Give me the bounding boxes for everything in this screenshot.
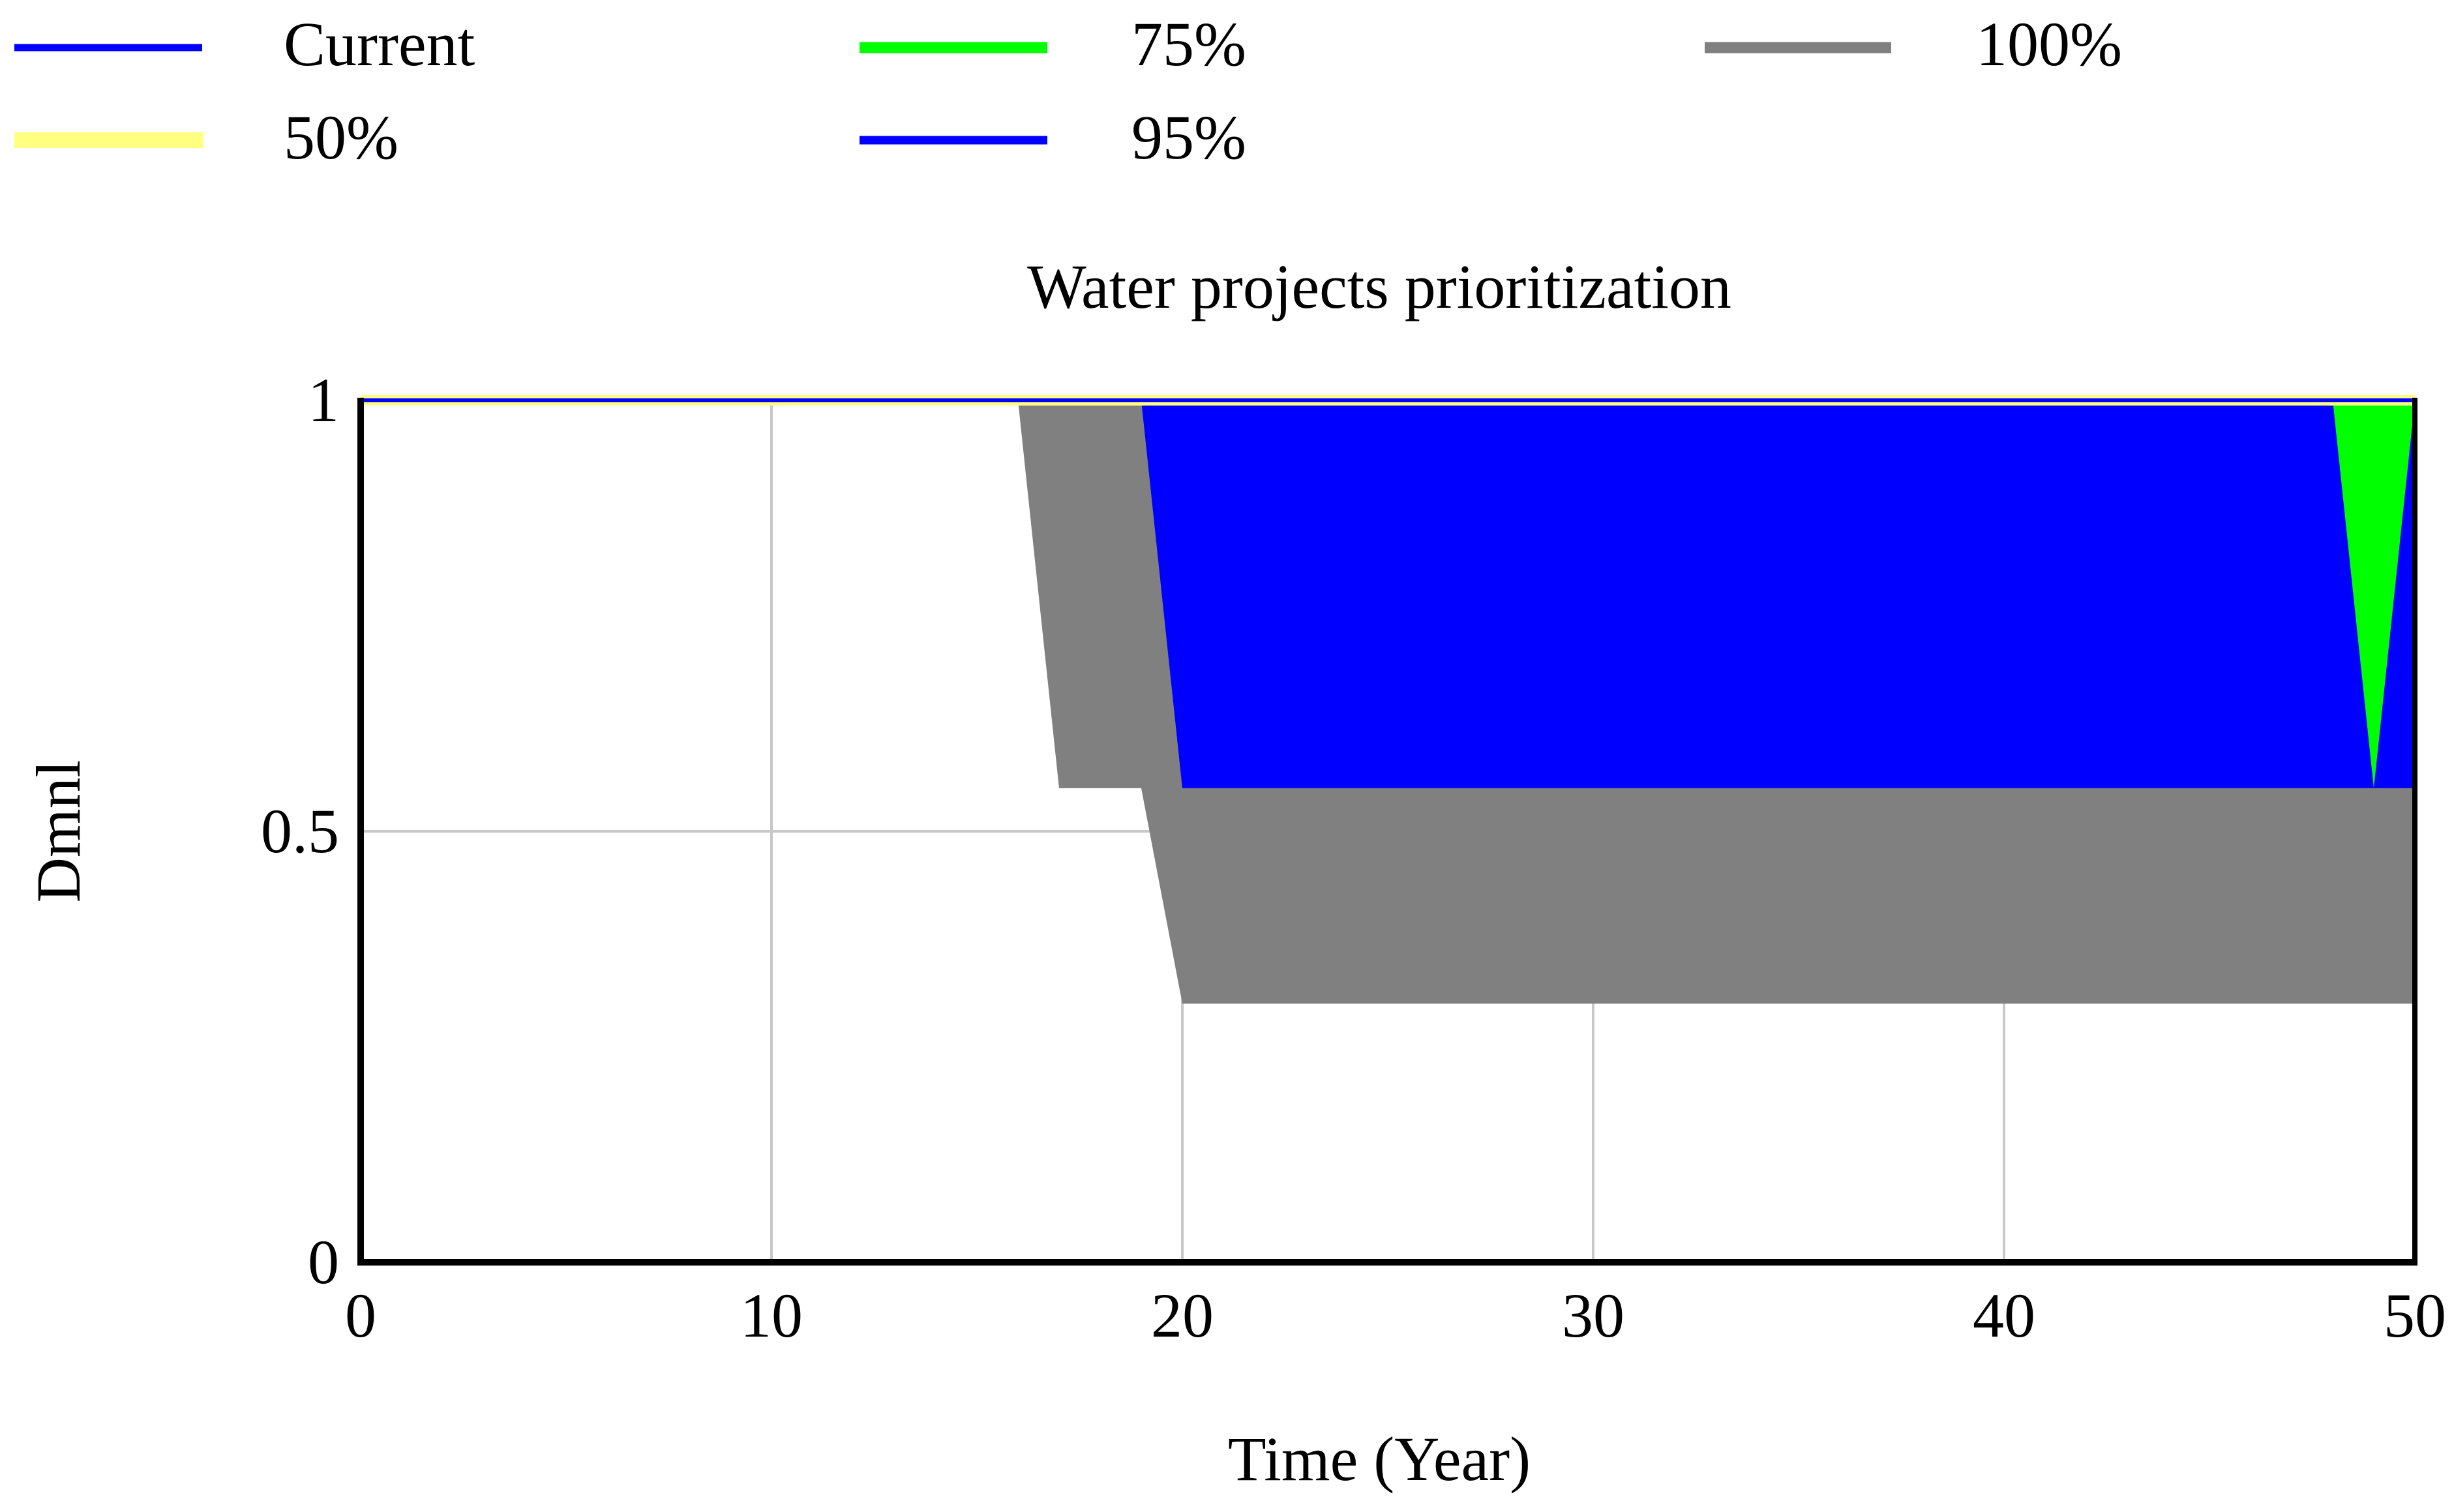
legend-item-50: 50%	[14, 102, 398, 172]
x-tick-label: 40	[1973, 1281, 2035, 1350]
y-tick-label: 0.5	[261, 796, 339, 866]
chart-title: Water projects prioritization	[1027, 252, 1731, 321]
y-tick-labels: 00.51	[261, 365, 339, 1297]
legend-label-current: Current	[284, 9, 475, 79]
legend-item-75: 75%	[860, 9, 1246, 79]
band-95	[361, 400, 2415, 788]
x-tick-label: 0	[345, 1281, 376, 1350]
x-tick-label: 50	[2384, 1281, 2446, 1350]
legend-item-current: Current	[14, 9, 475, 79]
legend: Current 75% 100% 50% 95%	[14, 9, 2122, 172]
y-axis-label: Dmnl	[23, 760, 93, 903]
x-axis-label: Time (Year)	[1228, 1424, 1531, 1494]
x-tick-label: 10	[740, 1281, 803, 1350]
band-75	[2333, 400, 2415, 788]
legend-item-100: 100%	[1705, 9, 2122, 79]
plot-frame	[357, 398, 2417, 1266]
x-tick-label: 20	[1151, 1281, 1214, 1350]
legend-label-50: 50%	[284, 102, 398, 172]
x-tick-label: 30	[1562, 1281, 1624, 1350]
legend-item-95: 95%	[860, 102, 1246, 172]
legend-label-100: 100%	[1976, 9, 2122, 79]
legend-label-75: 75%	[1131, 9, 1246, 79]
y-tick-label: 0	[308, 1227, 339, 1297]
y-tick-label: 1	[308, 365, 339, 435]
x-tick-labels: 0 10 20 30 40 50	[345, 1281, 2446, 1350]
confidence-bands	[361, 395, 2415, 1004]
legend-label-95: 95%	[1131, 102, 1246, 172]
